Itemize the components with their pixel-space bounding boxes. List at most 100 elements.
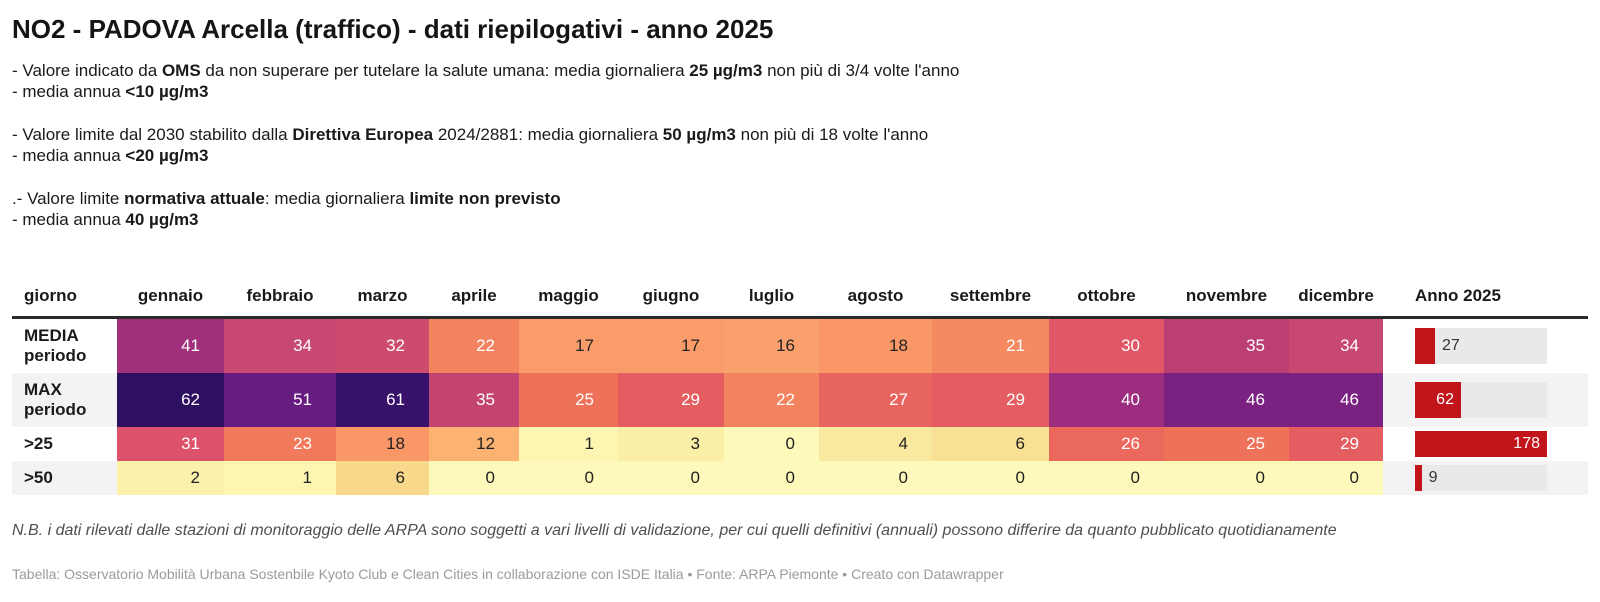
row-label: MEDIA periodo <box>12 319 117 373</box>
heatmap-cell: 51 <box>224 373 336 427</box>
bar <box>1415 328 1436 364</box>
note-segment: limite non previsto <box>409 189 561 208</box>
heatmap-cell: 35 <box>1164 319 1289 373</box>
heatmap-cell: 16 <box>724 319 819 373</box>
heatmap-cell: 3 <box>618 427 724 461</box>
validation-note: N.B. i dati rilevati dalle stazioni di m… <box>12 522 1337 539</box>
row-label: >50 <box>12 461 117 495</box>
bar-value-label: 62 <box>1436 391 1454 408</box>
note-segment: - media annua <box>12 146 126 165</box>
column-header-month: marzo <box>357 286 408 305</box>
note-line: - media annua <10 µg/m3 <box>12 81 1588 102</box>
heatmap-cell: 30 <box>1049 319 1164 373</box>
anno-bar-cell: 9 <box>1383 461 1588 495</box>
note-segment: OMS <box>161 61 201 80</box>
table-body: MEDIA periodo 41 34 32 22 17 17 16 18 21 30 35 34 27 MA… <box>12 319 1588 495</box>
heatmap-cell: 34 <box>224 319 336 373</box>
note-segment: da non superare per tutelare la salute u… <box>200 61 690 80</box>
anno-bar-cell: 178 <box>1383 427 1588 461</box>
heatmap-cell: 18 <box>336 427 429 461</box>
row-label: MAX periodo <box>12 373 117 427</box>
note-segment: - Valore indicato da <box>12 61 162 80</box>
heatmap-cell: 29 <box>1289 427 1383 461</box>
note-line: - media annua 40 µg/m3 <box>12 209 1588 230</box>
heatmap-cell: 0 <box>1049 461 1164 495</box>
column-header-month: novembre <box>1185 286 1268 305</box>
note-segment: non più di 3/4 volte l'anno <box>762 61 960 80</box>
heatmap-cell: 62 <box>117 373 224 427</box>
heatmap-cell: 22 <box>724 373 819 427</box>
heatmap-cell: 0 <box>724 461 819 495</box>
row-label-line: >50 <box>24 468 53 487</box>
heatmap-cell: 6 <box>336 461 429 495</box>
column-header-month: dicembre <box>1298 286 1374 305</box>
heatmap-cell: 0 <box>819 461 932 495</box>
heatmap-cell: 0 <box>429 461 519 495</box>
column-header-month: settembre <box>949 286 1032 305</box>
column-header-month: febbraio <box>246 286 314 305</box>
heatmap-cell: 0 <box>932 461 1049 495</box>
note-block: - Valore indicato da OMS da non superare… <box>12 60 1588 102</box>
limit-notes: - Valore indicato da OMS da non superare… <box>12 60 1588 230</box>
heatmap-cell: 29 <box>618 373 724 427</box>
heatmap-cell: 34 <box>1289 319 1383 373</box>
note-segment: <20 µg/m3 <box>125 146 209 165</box>
heatmap-cell: 17 <box>618 319 724 373</box>
heatmap-cell: 35 <box>429 373 519 427</box>
heatmap-cell: 29 <box>932 373 1049 427</box>
note-segment: Direttiva Europea <box>292 125 434 144</box>
bar-track: 62 <box>1415 382 1547 418</box>
column-header-month: luglio <box>748 286 795 305</box>
column-header-month: maggio <box>538 286 599 305</box>
row-label-line: periodo <box>24 346 87 365</box>
heatmap-cell: 18 <box>819 319 932 373</box>
heatmap-cell: 26 <box>1049 427 1164 461</box>
note-segment: 25 µg/m3 <box>689 61 763 80</box>
bar-track: 27 <box>1415 328 1547 364</box>
bar-value-label: 178 <box>1513 435 1540 452</box>
note-segment: 50 µg/m3 <box>662 125 736 144</box>
anno-bar-cell: 62 <box>1383 373 1588 427</box>
column-header-giorno: giorno <box>24 286 77 305</box>
bar <box>1415 465 1422 491</box>
bar-track: 178 <box>1415 431 1547 457</box>
table-row: >50 2 1 6 0 0 0 0 0 0 0 0 0 9 <box>12 461 1588 495</box>
column-header-month: ottobre <box>1077 286 1136 305</box>
heatmap-cell: 4 <box>819 427 932 461</box>
note-block: .- Valore limite normativa attuale: medi… <box>12 188 1588 230</box>
heatmap-cell: 32 <box>336 319 429 373</box>
note-segment: - Valore limite dal 2030 stabilito dalla <box>12 125 293 144</box>
bar-value-label: 9 <box>1428 469 1438 486</box>
heatmap-cell: 27 <box>819 373 932 427</box>
row-label-line: MAX <box>24 380 62 399</box>
note-line: - Valore limite dal 2030 stabilito dalla… <box>12 124 1588 145</box>
anno-bar-cell: 27 <box>1383 319 1588 373</box>
column-header-month: agosto <box>847 286 904 305</box>
page-title: NO2 - PADOVA Arcella (traffico) - dati r… <box>12 14 774 44</box>
note-segment: non più di 18 volte l'anno <box>735 125 929 144</box>
heatmap-cell: 21 <box>932 319 1049 373</box>
heatmap-cell: 61 <box>336 373 429 427</box>
bar-track: 9 <box>1415 465 1547 491</box>
heatmap-cell: 41 <box>117 319 224 373</box>
note-segment: normativa attuale <box>124 189 265 208</box>
heatmap-cell: 1 <box>519 427 618 461</box>
row-label: >25 <box>12 427 117 461</box>
row-label-line: >25 <box>24 434 53 453</box>
attribution-footer: Tabella: Osservatorio Mobilità Urbana So… <box>12 566 1004 582</box>
note-segment: - media annua <box>12 210 126 229</box>
note-segment: - media annua <box>12 82 126 101</box>
note-segment: .- Valore limite <box>12 189 125 208</box>
bar: 62 <box>1415 382 1461 418</box>
row-label-line: periodo <box>24 400 87 419</box>
row-label-line: MEDIA <box>24 326 79 345</box>
table-row: MEDIA periodo 41 34 32 22 17 17 16 18 21 30 35 34 27 <box>12 319 1588 373</box>
table-row: >25 31 23 18 12 1 3 0 4 6 26 25 29 178 <box>12 427 1588 461</box>
heatmap-cell: 12 <box>429 427 519 461</box>
note-segment: <10 µg/m3 <box>125 82 209 101</box>
heatmap-cell: 40 <box>1049 373 1164 427</box>
heatmap-cell: 25 <box>519 373 618 427</box>
bar: 178 <box>1415 431 1547 457</box>
column-header-month: aprile <box>451 286 497 305</box>
